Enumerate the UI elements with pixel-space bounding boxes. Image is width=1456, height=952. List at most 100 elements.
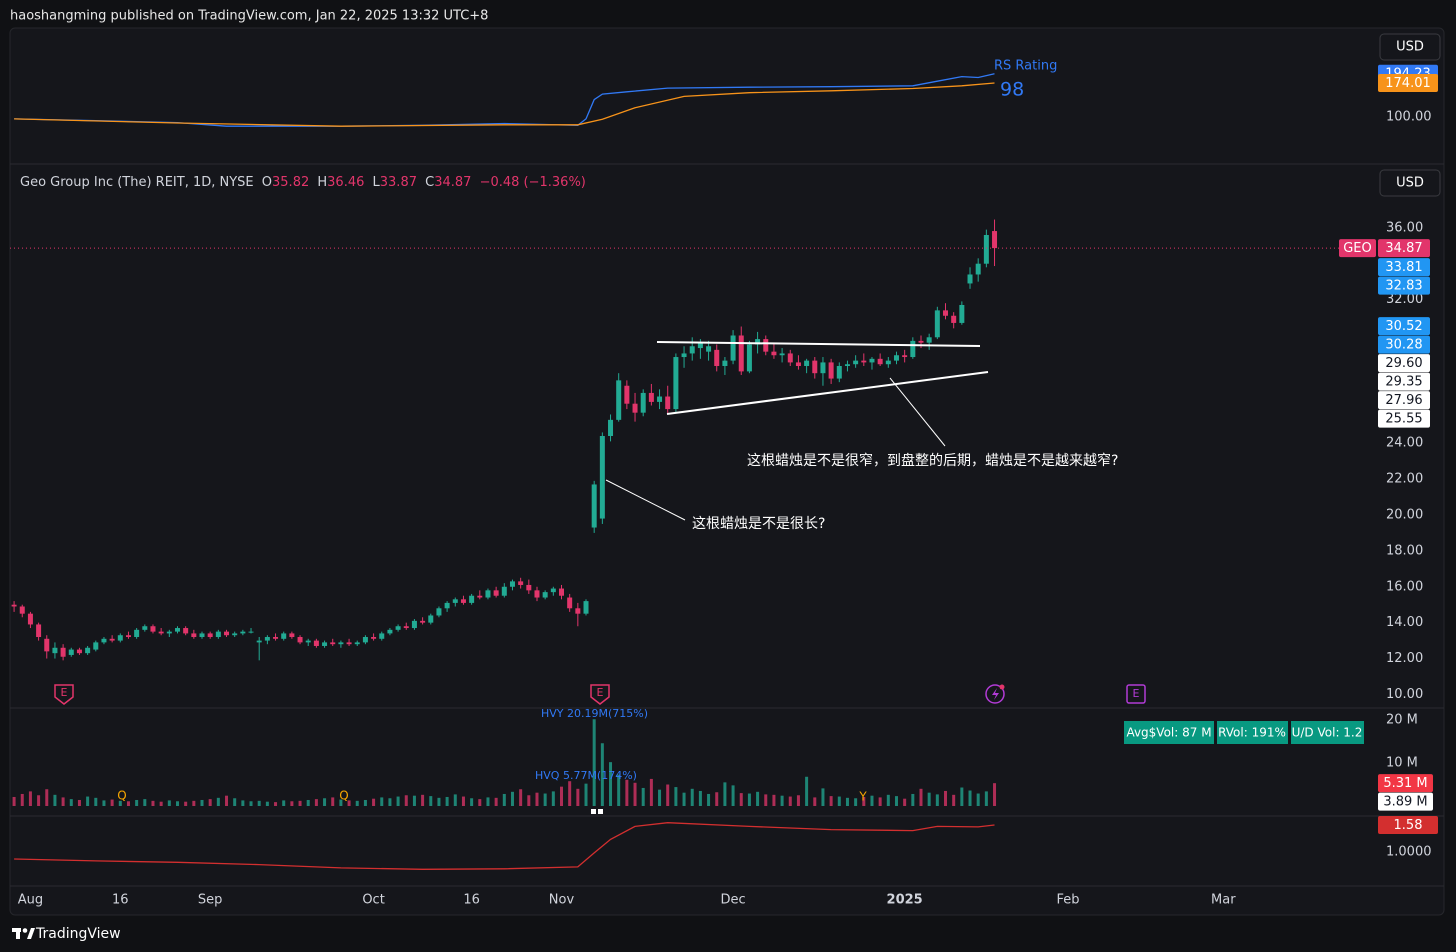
volume-bar xyxy=(61,797,65,806)
legend-value: 35.82 xyxy=(272,175,309,190)
volume-bar xyxy=(527,795,531,806)
trendline xyxy=(656,341,981,347)
price-badge xyxy=(1378,409,1430,428)
volume-bar xyxy=(535,792,539,806)
publisher: haoshangming published on TradingView.co… xyxy=(10,9,488,24)
y-tick-label: 12.00 xyxy=(1386,651,1423,666)
volume-bar xyxy=(45,789,49,806)
volume-bar xyxy=(510,791,514,806)
candle-body xyxy=(665,396,671,410)
volume-bar xyxy=(739,793,743,806)
price-badge xyxy=(1378,815,1438,834)
candle-body xyxy=(142,626,148,630)
y-tick-label: 14.00 xyxy=(1386,615,1423,630)
candle-body xyxy=(338,642,344,645)
price-badge xyxy=(1378,391,1430,410)
volume-bar xyxy=(494,797,498,806)
event-shape xyxy=(1126,684,1146,704)
candle-body xyxy=(583,601,589,614)
candle-body xyxy=(714,349,720,367)
chip-text: U/D Vol: 1.2 xyxy=(1292,726,1363,740)
candle-body xyxy=(967,274,973,284)
candle-body xyxy=(273,637,279,639)
candle-body xyxy=(460,599,466,603)
volume-bar xyxy=(911,793,915,806)
candle-body xyxy=(983,234,989,264)
event-shape xyxy=(54,684,74,705)
candle-body xyxy=(493,590,499,596)
volume-bar xyxy=(53,794,57,806)
currency-button[interactable] xyxy=(1379,33,1441,61)
price-badge xyxy=(1378,354,1430,373)
candle-body xyxy=(763,339,769,352)
candle-body xyxy=(125,635,131,638)
volume-bar xyxy=(756,791,760,806)
candle-body xyxy=(36,624,42,638)
price-badge xyxy=(1378,372,1430,391)
volume-bar xyxy=(445,796,449,806)
volume-bar xyxy=(854,798,858,806)
currency[interactable]: USD xyxy=(1396,176,1424,191)
volume-bar xyxy=(135,799,139,806)
volume-bar xyxy=(698,790,702,806)
chip-text: RVol: 191% xyxy=(1218,726,1286,740)
candle-body xyxy=(738,335,744,372)
event-mark[interactable]: E xyxy=(1133,687,1140,700)
candle-body xyxy=(281,633,287,639)
candle-body xyxy=(624,385,630,404)
candle-body xyxy=(828,362,834,379)
dividend-dot xyxy=(999,684,1005,690)
candle-body xyxy=(134,629,140,638)
volume-bar xyxy=(355,800,359,806)
x-tick-label: 16 xyxy=(463,893,480,908)
volume-bar xyxy=(159,801,163,806)
volume-bar xyxy=(86,796,90,806)
volume-bar xyxy=(829,796,833,806)
volume-marker: Q xyxy=(339,789,348,803)
symbol-badge xyxy=(1339,239,1376,258)
volume-bar xyxy=(151,800,155,806)
legend-title: Geo Group Inc (The) REIT, 1D, NYSE xyxy=(20,175,254,190)
event-mark[interactable]: E xyxy=(61,686,68,699)
candle-body xyxy=(975,263,981,275)
currency[interactable]: USD xyxy=(1396,40,1424,55)
candle-body xyxy=(68,649,74,655)
candle-body xyxy=(534,590,540,598)
volume-bar xyxy=(241,800,245,806)
volume-bar xyxy=(576,788,580,806)
candle-body xyxy=(795,362,801,367)
volume-bar xyxy=(20,793,24,806)
chip-text: Avg$Vol: 87 M xyxy=(1126,726,1211,740)
volume-bar xyxy=(486,797,490,806)
legend-change: −0.48 (−1.36%) xyxy=(480,175,586,190)
y-tick-label: 100.00 xyxy=(1386,110,1432,125)
price-badge-label: 29.60 xyxy=(1385,356,1422,371)
price-badge xyxy=(1378,74,1438,93)
volume-bar xyxy=(813,797,817,806)
volume-bar xyxy=(421,794,425,806)
legend-key: L xyxy=(373,175,381,190)
annotation: 这根蜡烛是不是很长? xyxy=(692,515,825,532)
callout-line xyxy=(889,377,946,447)
volume-bar xyxy=(723,782,727,806)
y-tick-label: 36.00 xyxy=(1386,220,1423,235)
volume-bar xyxy=(339,799,343,806)
volume-bar xyxy=(731,785,735,806)
price-badge xyxy=(1378,239,1430,258)
volume-bar xyxy=(747,793,751,806)
y-tick-label: 24.00 xyxy=(1386,436,1423,451)
volume-bar xyxy=(764,794,768,806)
candle-body xyxy=(632,403,638,413)
candle-body xyxy=(174,628,180,632)
volume-bar xyxy=(37,795,41,806)
candle-body xyxy=(844,364,850,367)
candle-body xyxy=(550,588,556,593)
event-mark[interactable]: E xyxy=(597,686,604,699)
currency-button[interactable] xyxy=(1379,169,1441,197)
candle-body xyxy=(934,310,940,338)
volume-bar xyxy=(674,787,678,806)
volume-bar xyxy=(543,793,547,806)
candle-body xyxy=(207,633,213,638)
dividend-icon[interactable] xyxy=(985,684,1005,704)
